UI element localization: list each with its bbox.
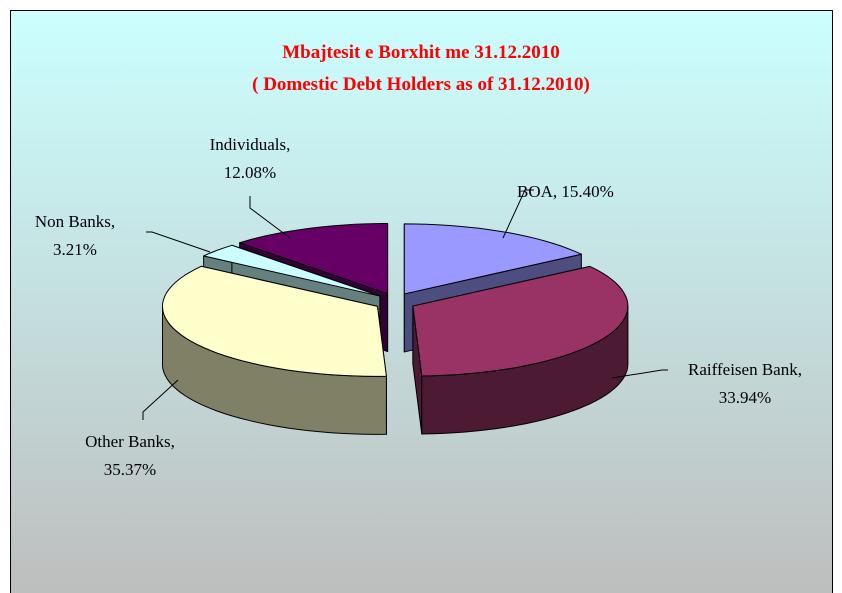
leader-lines: [142, 189, 668, 420]
data-label-line: BOA, 15.40%: [517, 182, 614, 201]
leader-line: [142, 379, 179, 420]
leader-line: [249, 196, 291, 239]
slice-top: [203, 244, 381, 297]
chart-title: Mbajtesit e Borxhit me 31.12.2010: [282, 42, 560, 63]
leader-line: [146, 231, 211, 253]
data-label-line: 12.08%: [224, 163, 276, 182]
slice-top: [162, 265, 387, 377]
leader-line: [611, 369, 668, 379]
data-label-line: Individuals,: [210, 135, 291, 154]
data-label: BOA, 15.40%: [517, 182, 614, 201]
data-label-line: 35.37%: [104, 460, 156, 479]
data-label: Individuals, 12.08%: [210, 135, 291, 182]
slice: [412, 265, 629, 435]
data-label-line: Non Banks,: [35, 212, 115, 231]
data-label-line: 3.21%: [53, 240, 97, 259]
leader-line: [502, 189, 534, 239]
slice: [162, 265, 387, 435]
chart-subtitle: ( Domestic Debt Holders as of 31.12.2010…: [252, 74, 590, 95]
slice-top: [239, 223, 389, 295]
data-label: Other Banks, 35.37%: [85, 432, 175, 479]
data-label: Non Banks, 3.21%: [35, 212, 115, 259]
slice-top: [403, 223, 582, 295]
slice-top: [412, 265, 629, 377]
data-label: Raiffeisen Bank, 33.94%: [688, 360, 802, 407]
pie: [162, 223, 629, 435]
data-label-line: Other Banks,: [85, 432, 175, 451]
data-label-line: 33.94%: [719, 388, 771, 407]
data-label-line: Raiffeisen Bank,: [688, 360, 802, 379]
